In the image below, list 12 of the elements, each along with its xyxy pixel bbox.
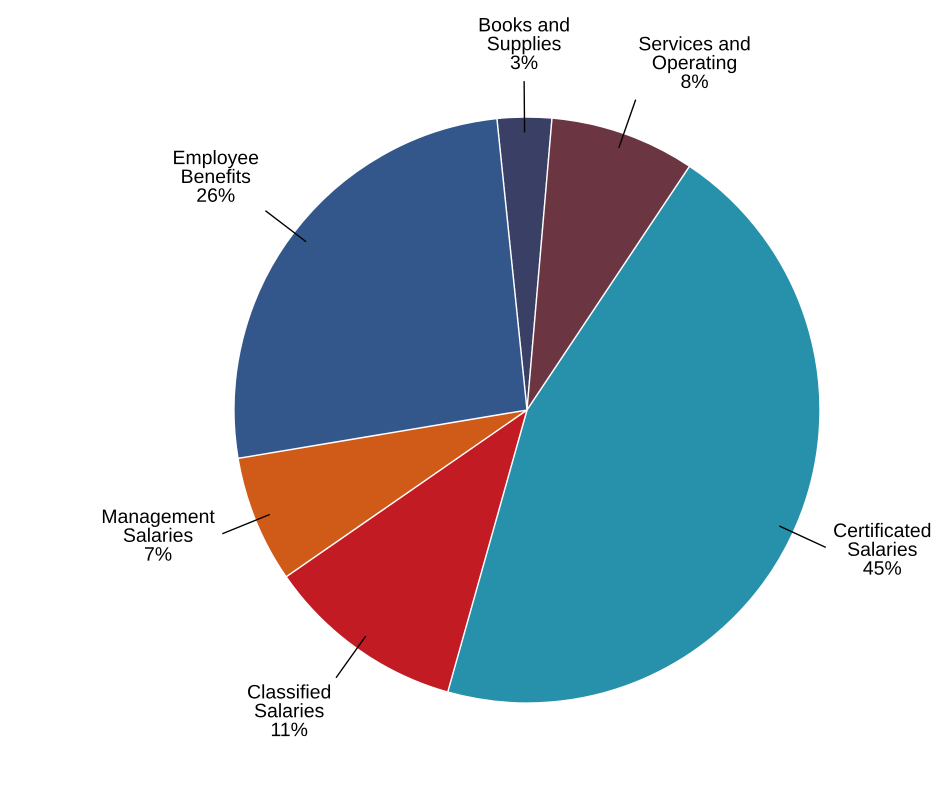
data-label: 3% — [510, 55, 538, 70]
data-label: 11% — [272, 722, 308, 736]
slice-label: Classified Salaries — [248, 684, 330, 718]
data-label: 26% — [197, 188, 234, 202]
data-label: 7% — [145, 547, 172, 561]
data-label: 8% — [681, 74, 708, 88]
slice-label: Certificated Salaries — [834, 522, 930, 556]
slice-label: Management Salaries — [102, 510, 215, 542]
slice-label: Books and Supplies — [480, 17, 569, 54]
data-label: 45% — [863, 561, 902, 575]
slice-label: Employee Benefits — [174, 150, 258, 184]
slice-label: Services and Operating — [639, 36, 750, 74]
